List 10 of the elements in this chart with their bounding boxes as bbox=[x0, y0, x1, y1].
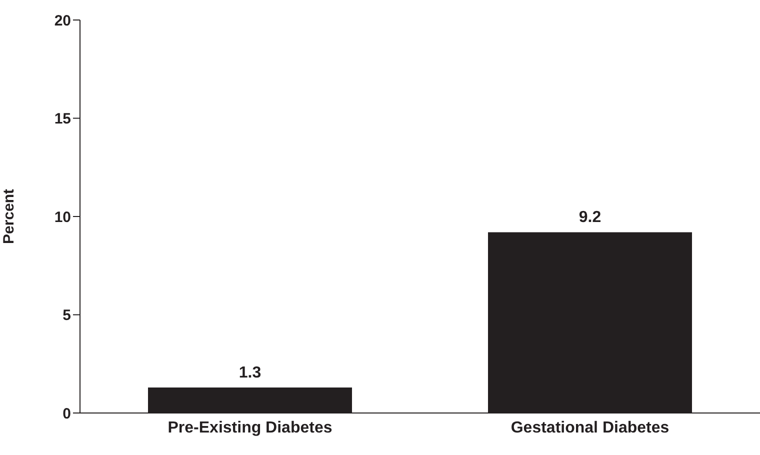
y-tick-label: 20 bbox=[54, 12, 71, 30]
x-tick-label: Pre-Existing Diabetes bbox=[168, 419, 332, 436]
data-label: 9.2 bbox=[578, 209, 602, 226]
y-tick-label: 0 bbox=[62, 405, 71, 422]
y-tick-label: 15 bbox=[54, 110, 71, 128]
data-label: 1.3 bbox=[238, 364, 262, 382]
y-axis-title: Percent bbox=[0, 188, 18, 244]
y-tick-label: 5 bbox=[62, 307, 71, 324]
y-tick-label: 10 bbox=[54, 208, 71, 226]
x-tick-label: Gestational Diabetes bbox=[510, 419, 670, 436]
